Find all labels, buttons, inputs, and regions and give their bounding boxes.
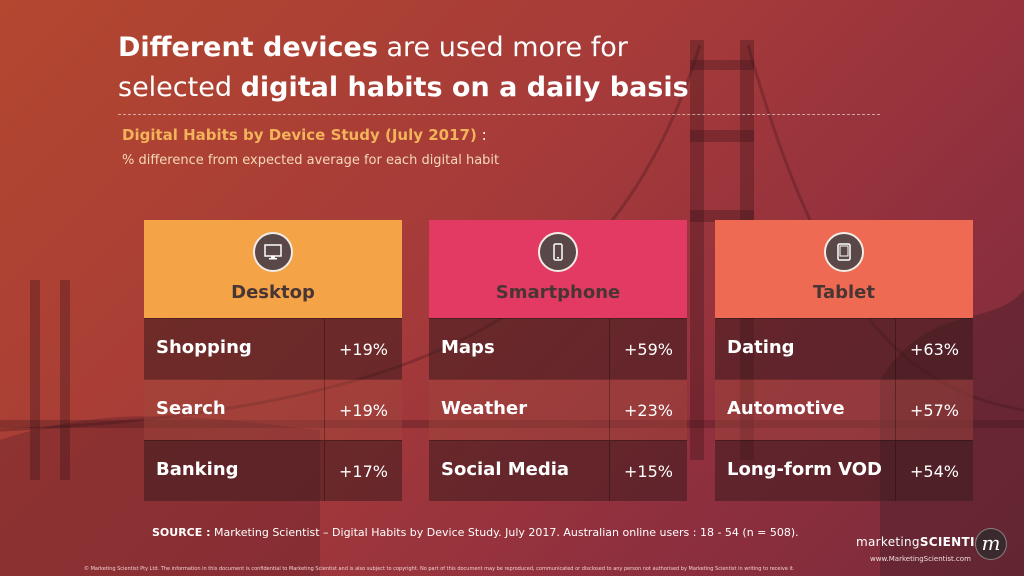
source-label: SOURCE : xyxy=(152,526,211,539)
page-title: Different devices are used more for sele… xyxy=(118,28,878,108)
brand-name: marketingSCIENTIST xyxy=(856,535,992,549)
desktop-title: Desktop xyxy=(231,282,315,303)
tablet-title: Tablet xyxy=(813,282,875,303)
habit-label: Maps xyxy=(441,337,495,358)
table-row: Social Media +15% xyxy=(429,440,687,501)
title-divider xyxy=(118,114,880,115)
desktop-column: Desktop Shopping +19% Search +19% Bankin… xyxy=(144,220,402,501)
tablet-header: Tablet xyxy=(715,220,973,318)
desktop-header: Desktop xyxy=(144,220,402,318)
brand-url: www.MarketingScientist.com xyxy=(870,555,971,563)
habit-value: +23% xyxy=(609,380,687,440)
title-bold-2: digital habits on a daily basis xyxy=(240,72,689,103)
habit-label: Long-form VOD xyxy=(727,459,882,480)
monitor-icon xyxy=(253,232,293,272)
smartphone-column: Smartphone Maps +59% Weather +23% Social… xyxy=(429,220,687,501)
habit-value: +19% xyxy=(324,380,402,440)
habit-value: +59% xyxy=(609,319,687,379)
habit-label: Search xyxy=(156,398,226,419)
brand-light: marketing xyxy=(856,535,920,549)
table-row: Search +19% xyxy=(144,379,402,440)
title-text-2: selected xyxy=(118,72,241,103)
smartphone-header: Smartphone xyxy=(429,220,687,318)
table-row: Dating +63% xyxy=(715,318,973,379)
brand-bold: SCIENTIST xyxy=(919,535,993,549)
habit-label: Social Media xyxy=(441,459,570,480)
habit-value: +17% xyxy=(324,441,402,501)
habit-label: Shopping xyxy=(156,337,252,358)
study-name: Digital Habits by Device Study (July 201… xyxy=(122,126,477,144)
habit-label: Weather xyxy=(441,398,528,419)
smartphone-icon xyxy=(538,232,578,272)
study-note: % difference from expected average for e… xyxy=(122,153,500,168)
table-row: Maps +59% xyxy=(429,318,687,379)
table-row: Shopping +19% xyxy=(144,318,402,379)
source-text: Marketing Scientist – Digital Habits by … xyxy=(210,526,799,539)
brand-logo: m xyxy=(975,528,1007,560)
table-row: Weather +23% xyxy=(429,379,687,440)
source-note: SOURCE : Marketing Scientist – Digital H… xyxy=(152,526,799,539)
habit-value: +57% xyxy=(895,380,973,440)
tablet-icon xyxy=(824,232,864,272)
smartphone-title: Smartphone xyxy=(495,282,621,303)
table-row: Long-form VOD +54% xyxy=(715,440,973,501)
habit-label: Automotive xyxy=(727,398,845,419)
table-row: Banking +17% xyxy=(144,440,402,501)
habit-value: +15% xyxy=(609,441,687,501)
habit-value: +19% xyxy=(324,319,402,379)
table-row: Automotive +57% xyxy=(715,379,973,440)
copyright-footer: © Marketing Scientist Pty Ltd. The infor… xyxy=(84,566,795,572)
habit-value: +63% xyxy=(895,319,973,379)
habit-value: +54% xyxy=(895,441,973,501)
study-colon: : xyxy=(476,126,487,144)
title-text-1: are used more for xyxy=(377,32,628,63)
habit-label: Dating xyxy=(727,337,795,358)
study-subtitle: Digital Habits by Device Study (July 201… xyxy=(122,126,487,144)
habit-label: Banking xyxy=(156,459,239,480)
tablet-column: Tablet Dating +63% Automotive +57% Long-… xyxy=(715,220,973,501)
title-bold-1: Different devices xyxy=(118,32,378,63)
